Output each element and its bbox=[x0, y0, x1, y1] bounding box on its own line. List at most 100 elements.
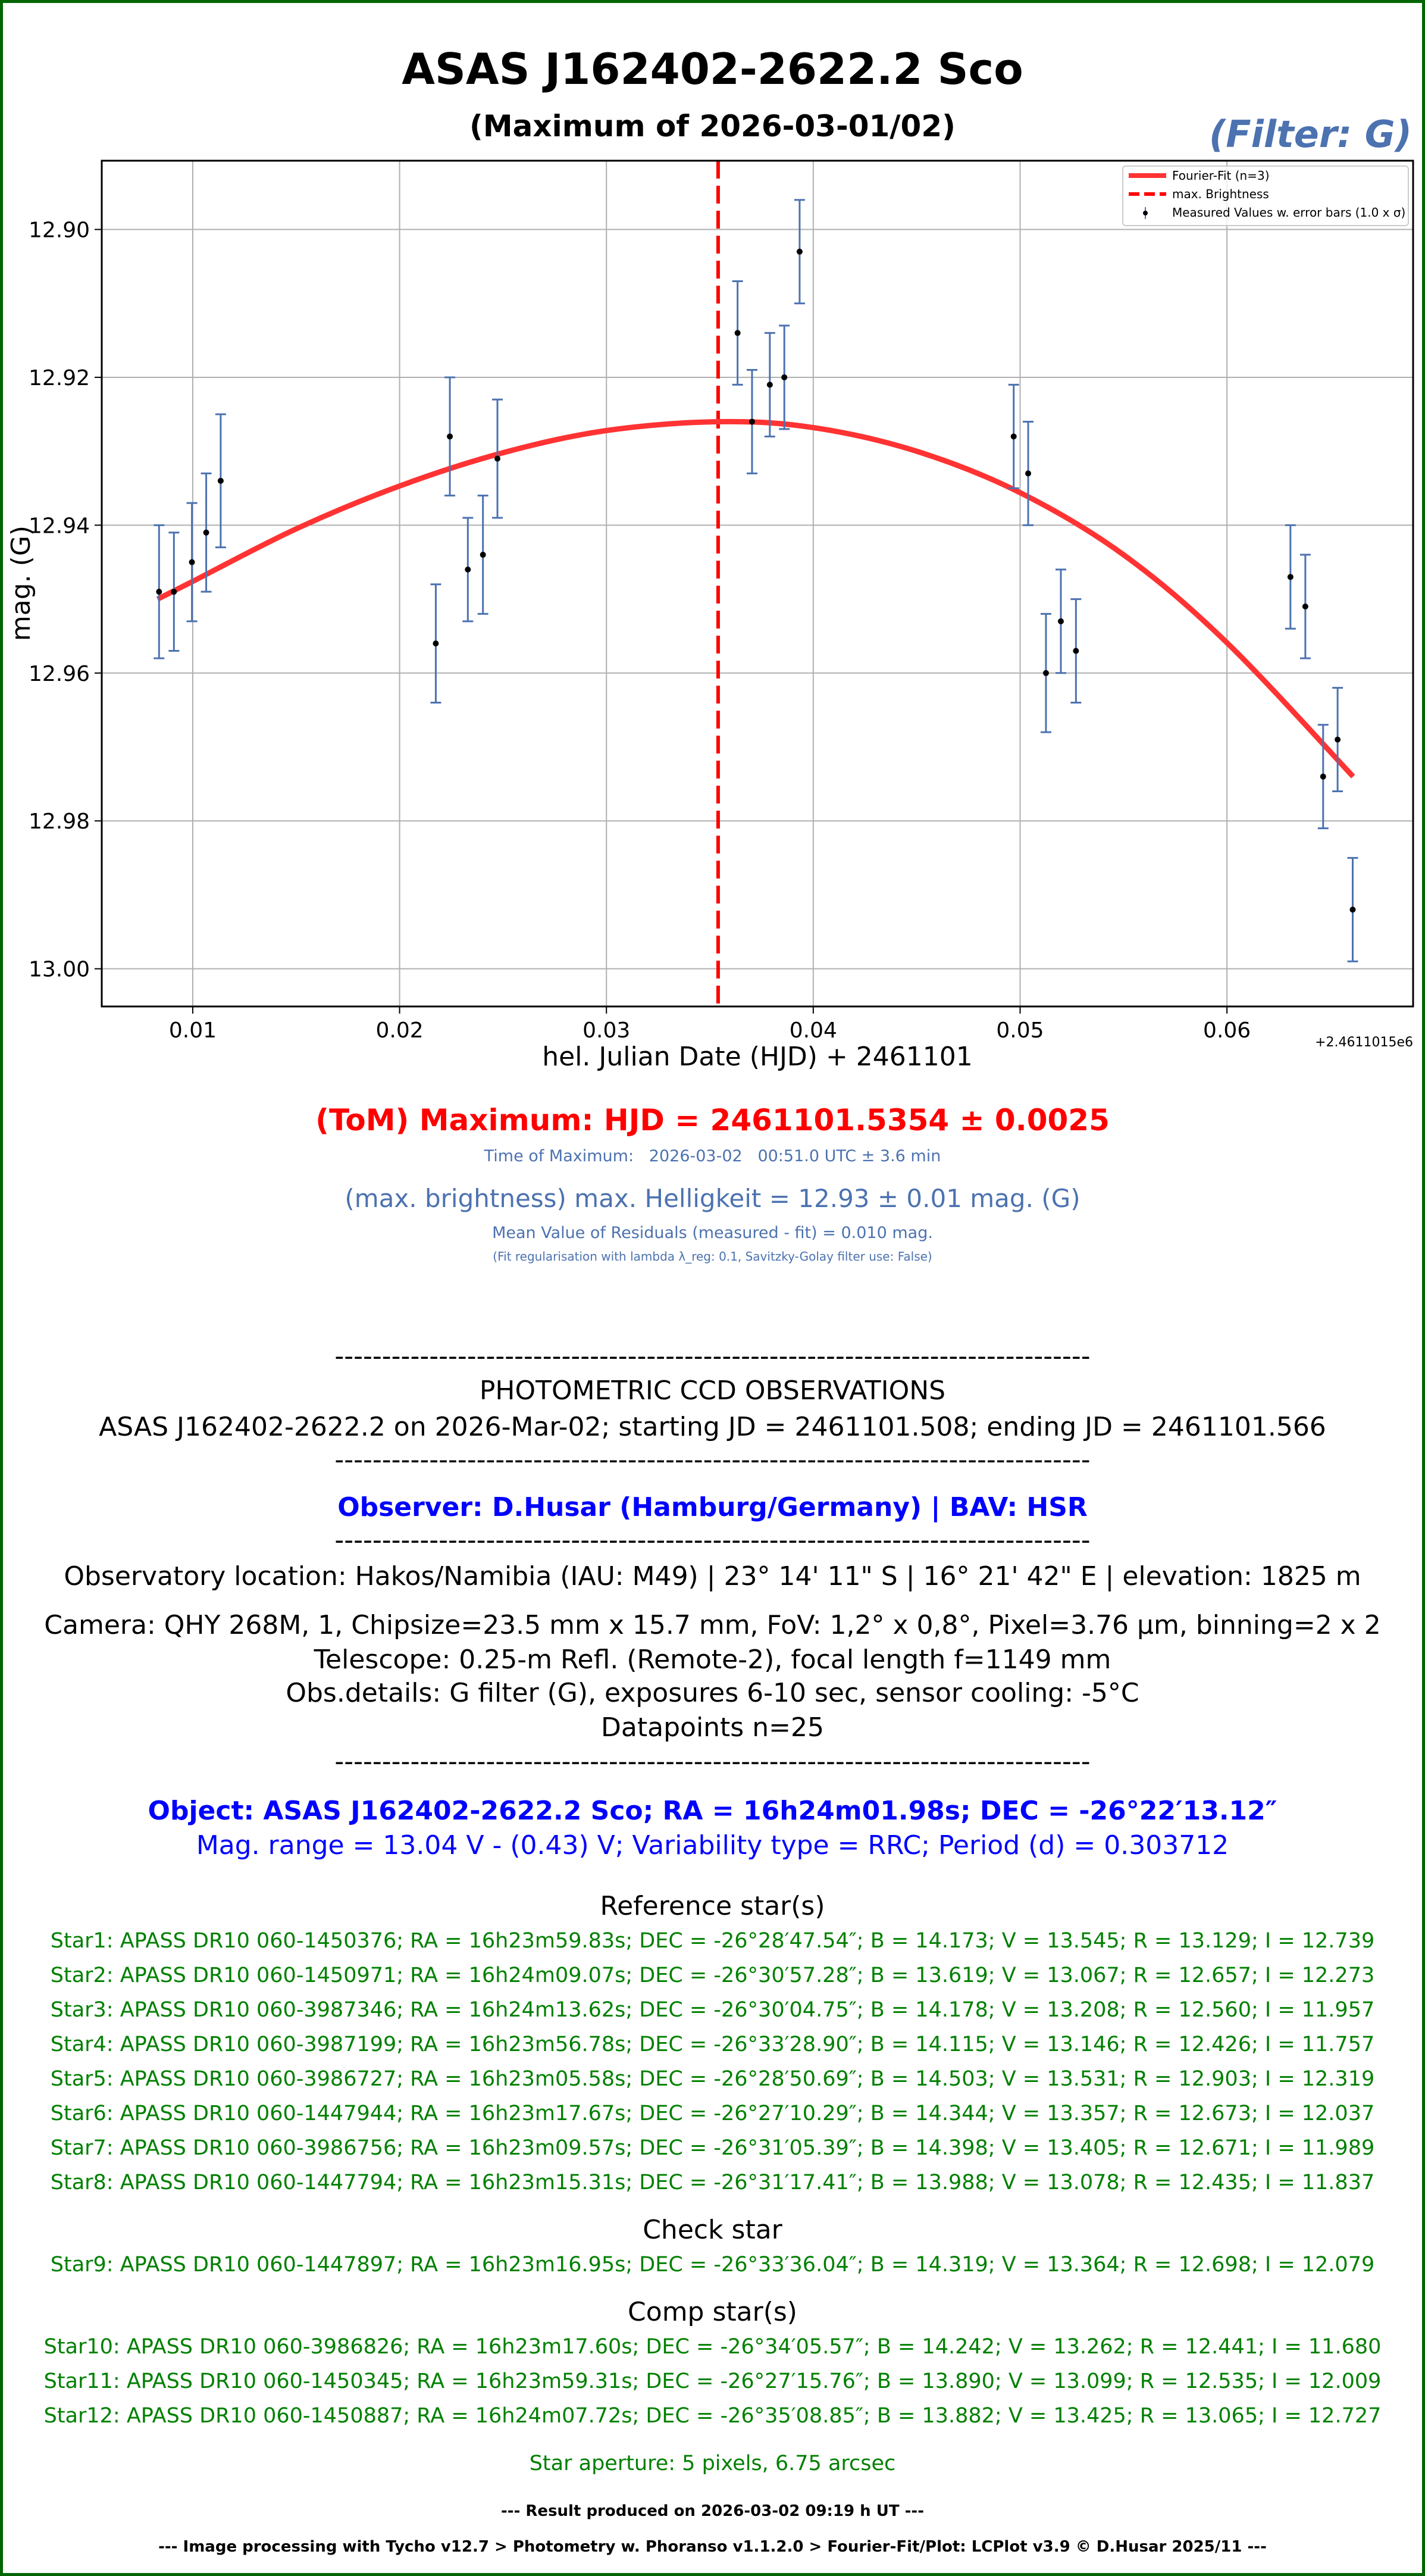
observatory-location: Observatory location: Hakos/Namibia (IAU… bbox=[64, 1561, 1361, 1592]
camera-info: Camera: QHY 268M, 1, Chipsize=23.5 mm x … bbox=[44, 1610, 1381, 1640]
x-tick-label: 0.04 bbox=[790, 1018, 837, 1043]
measured-point bbox=[779, 324, 790, 430]
axis-ticks: 0.01 0.02 0.03 0.04 0.05 0.06 12.90 12.92 12.94 1… bbox=[29, 218, 1251, 1043]
plot-frame bbox=[101, 160, 1414, 1008]
measured-point bbox=[1070, 598, 1082, 704]
legend-max-label: max. Brightness bbox=[1172, 187, 1269, 201]
data-point bbox=[796, 248, 803, 255]
measured-point bbox=[154, 524, 165, 659]
measured-point bbox=[201, 472, 212, 593]
measured-point bbox=[1023, 420, 1034, 526]
grid-lines bbox=[102, 161, 1413, 1006]
object-info: Object: ASAS J162402-2622.2 Sco; RA = 16… bbox=[148, 1796, 1277, 1826]
y-axis-label: mag. (G) bbox=[6, 526, 36, 641]
measured-point bbox=[1055, 568, 1066, 674]
reference-star: Star3: APASS DR10 060-3987346; RA = 16h2… bbox=[50, 1998, 1375, 2022]
reference-star: Star1: APASS DR10 060-1450376; RA = 16h2… bbox=[50, 1929, 1375, 1953]
data-point bbox=[203, 529, 209, 536]
x-tick-label: 0.02 bbox=[376, 1018, 424, 1043]
obs-details: Obs.details: G filter (G), exposures 6-1… bbox=[286, 1678, 1139, 1708]
processing-credits: --- Image processing with Tycho v12.7 > … bbox=[158, 2538, 1267, 2556]
y-tick-label: 12.94 bbox=[29, 514, 90, 538]
measured-point bbox=[746, 369, 757, 474]
measured-points-layer bbox=[154, 199, 1358, 962]
measured-point bbox=[186, 502, 198, 623]
x-axis-label: hel. Julian Date (HJD) + 2461101 bbox=[542, 1042, 973, 1071]
chart-title: ASAS J162402-2622.2 Sco bbox=[402, 44, 1023, 94]
check-star: Star9: APASS DR10 060-1447897; RA = 16h2… bbox=[50, 2253, 1375, 2277]
filter-label: (Filter: G) bbox=[1208, 112, 1412, 156]
reference-star: Star7: APASS DR10 060-3986756; RA = 16h2… bbox=[50, 2136, 1375, 2160]
mag-range: Mag. range = 13.04 V - (0.43) V; Variabi… bbox=[196, 1830, 1229, 1861]
comp-star: Star10: APASS DR10 060-3986826; RA = 16h… bbox=[43, 2335, 1382, 2359]
divider: ----------------------------------------… bbox=[334, 1445, 1091, 1475]
fit-regularisation: (Fit regularisation with lambda λ_reg: 0… bbox=[493, 1249, 932, 1264]
telescope-info: Telescope: 0.25-m Refl. (Remote-2), foca… bbox=[314, 1645, 1111, 1675]
legend-fit-label: Fourier-Fit (n=3) bbox=[1172, 168, 1270, 183]
observation-summary: ASAS J162402-2622.2 on 2026-Mar-02; star… bbox=[99, 1412, 1326, 1442]
observer: Observer: D.Husar (Hamburg/Germany) | BA… bbox=[337, 1492, 1088, 1523]
legend-measured-label: Measured Values w. error bars (1.0 x σ) bbox=[1172, 205, 1405, 220]
data-point bbox=[480, 552, 486, 558]
data-point bbox=[1057, 618, 1064, 624]
measured-point bbox=[1040, 612, 1051, 733]
reference-star: Star6: APASS DR10 060-1447944; RA = 16h2… bbox=[50, 2102, 1375, 2125]
mean-residuals: Mean Value of Residuals (measured - fit)… bbox=[492, 1224, 933, 1242]
y-tick-label: 12.90 bbox=[29, 218, 90, 243]
datapoints: Datapoints n=25 bbox=[601, 1712, 824, 1743]
y-tick-label: 12.92 bbox=[29, 366, 90, 390]
x-offset-label: +2.4611015e6 bbox=[1315, 1035, 1413, 1050]
divider: ----------------------------------------… bbox=[334, 1746, 1091, 1777]
divider: ----------------------------------------… bbox=[334, 1525, 1091, 1555]
measured-point bbox=[1347, 856, 1358, 962]
measured-point bbox=[794, 199, 805, 305]
data-point bbox=[447, 433, 453, 440]
measured-point bbox=[492, 398, 503, 519]
measured-point bbox=[462, 517, 474, 623]
measured-point bbox=[168, 532, 180, 652]
legend-box bbox=[1122, 165, 1409, 226]
measured-point bbox=[1008, 383, 1019, 489]
legend-point-swatch bbox=[1143, 211, 1148, 215]
divider: ----------------------------------------… bbox=[334, 1341, 1091, 1371]
star-aperture: Star aperture: 5 pixels, 6.75 arcsec bbox=[529, 2452, 896, 2475]
data-point bbox=[781, 374, 788, 380]
reference-star: Star8: APASS DR10 060-1447794; RA = 16h2… bbox=[50, 2171, 1375, 2194]
y-tick-label: 13.00 bbox=[29, 958, 90, 982]
measured-point bbox=[215, 413, 226, 549]
data-point bbox=[734, 330, 741, 336]
result-timestamp: --- Result produced on 2026-03-02 09:19 … bbox=[500, 2502, 924, 2520]
tom-result: (ToM) Maximum: HJD = 2461101.5354 ± 0.00… bbox=[315, 1103, 1110, 1137]
data-point bbox=[189, 559, 195, 565]
data-point bbox=[1010, 433, 1017, 440]
fourier-fit-curve bbox=[156, 418, 1355, 779]
data-point bbox=[433, 640, 439, 647]
data-point bbox=[766, 382, 773, 388]
data-point bbox=[217, 477, 224, 484]
data-point bbox=[1349, 906, 1356, 913]
reference-star: Star5: APASS DR10 060-3986727; RA = 16h2… bbox=[50, 2067, 1375, 2091]
measured-point bbox=[1299, 554, 1311, 659]
data-point bbox=[1320, 773, 1326, 780]
x-tick-label: 0.06 bbox=[1203, 1018, 1251, 1043]
y-tick-label: 12.98 bbox=[29, 809, 90, 834]
measured-point bbox=[1332, 687, 1343, 793]
measured-point bbox=[430, 583, 441, 704]
check-star-heading: Check star bbox=[643, 2215, 782, 2245]
comp-stars-heading: Comp star(s) bbox=[628, 2297, 797, 2327]
data-point bbox=[494, 455, 501, 462]
data-point bbox=[465, 566, 471, 573]
measured-point bbox=[1317, 724, 1329, 830]
comp-star: Star12: APASS DR10 060-1450887; RA = 16h… bbox=[43, 2404, 1382, 2428]
data-point bbox=[1287, 574, 1294, 580]
data-point bbox=[1073, 648, 1079, 654]
measured-point bbox=[732, 280, 743, 386]
data-point bbox=[1335, 736, 1341, 743]
data-point bbox=[1025, 470, 1032, 477]
data-point bbox=[748, 418, 755, 425]
comp-star: Star11: APASS DR10 060-1450345; RA = 16h… bbox=[43, 2369, 1382, 2393]
measured-point bbox=[764, 332, 775, 437]
report-heading: PHOTOMETRIC CCD OBSERVATIONS bbox=[479, 1375, 946, 1406]
measured-point bbox=[1285, 524, 1296, 630]
